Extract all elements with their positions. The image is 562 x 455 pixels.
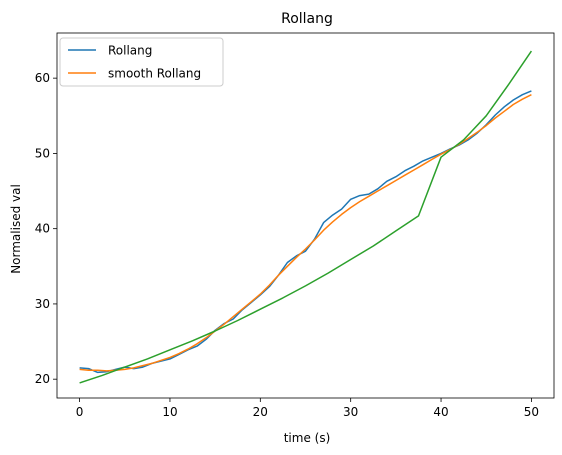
x-tick-label: 50	[524, 405, 539, 419]
x-axis-label: time (s)	[284, 431, 331, 445]
x-tick-label: 10	[162, 405, 177, 419]
y-tick-label: 50	[35, 146, 50, 160]
x-tick-label: 40	[433, 405, 448, 419]
legend-label-rollang: Rollang	[108, 44, 152, 58]
legend: Rollang smooth Rollang	[59, 37, 224, 87]
series-line-2	[79, 50, 533, 384]
y-tick-label: 40	[35, 222, 50, 236]
x-tick-label: 0	[76, 405, 84, 419]
y-tick-label: 30	[35, 297, 50, 311]
y-tick-label: 20	[35, 372, 50, 386]
legend-label-smooth-rollang: smooth Rollang	[108, 67, 201, 81]
y-tick-label: 60	[35, 71, 50, 85]
x-tick-label: 20	[253, 405, 268, 419]
x-tick-label: 30	[343, 405, 358, 419]
series-line-0	[79, 90, 532, 374]
legend-box	[59, 37, 224, 87]
y-axis-label: Normalised val	[9, 184, 23, 274]
axes-frame	[56, 32, 555, 399]
y-axis-ticks: 20 30 40 50 60	[35, 71, 57, 386]
plot-area	[56, 32, 555, 399]
x-axis-ticks: 0 10 20 30 40 50	[76, 398, 539, 419]
chart-title: Rollang	[281, 11, 333, 27]
series-line-1	[79, 94, 532, 372]
